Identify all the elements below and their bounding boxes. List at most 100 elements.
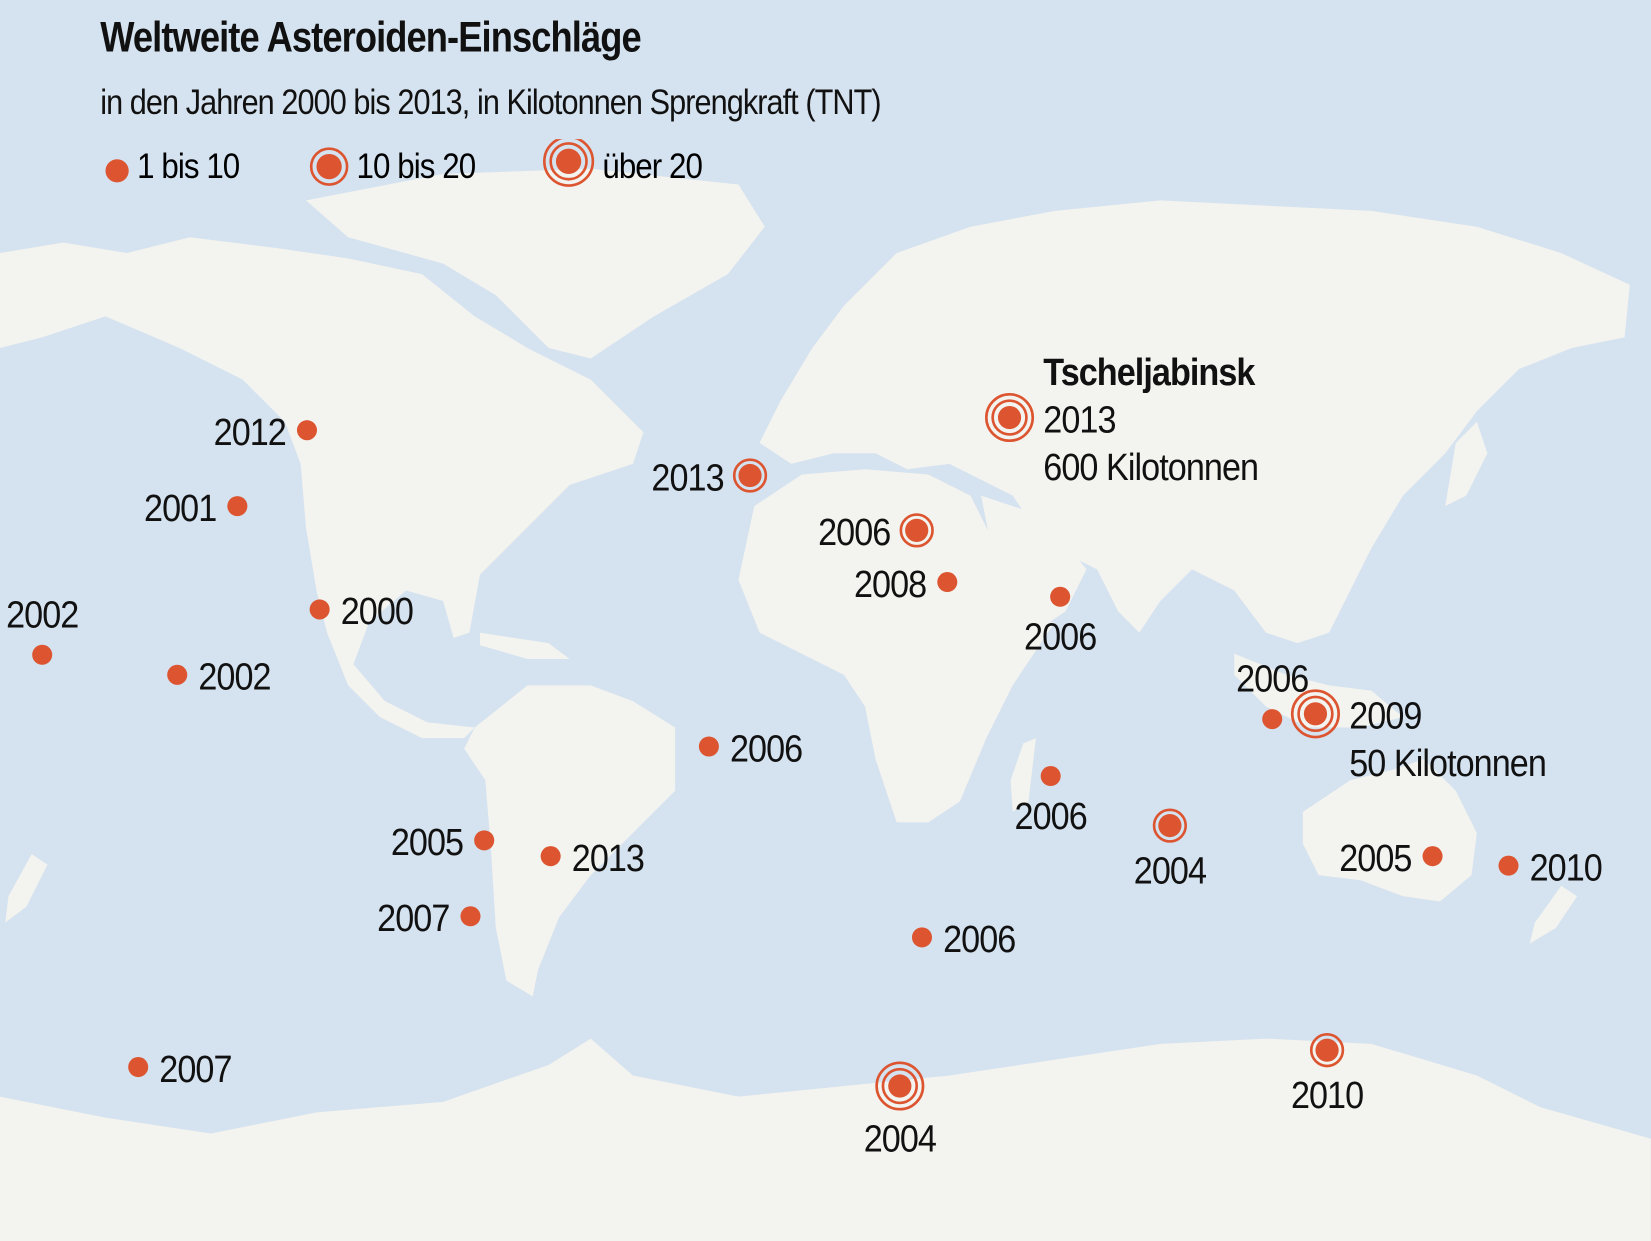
marker-year-label: 2010 xyxy=(1290,1073,1364,1117)
small-impact-icon xyxy=(105,159,129,183)
marker-year-label: 2002 xyxy=(6,592,79,636)
marker-year-label: 2006 xyxy=(1236,656,1309,701)
marker-year-label: 2013 xyxy=(571,836,645,880)
impact-marker-large xyxy=(1290,689,1340,739)
north-america xyxy=(0,237,644,739)
legend-label: 1 bis 10 xyxy=(137,146,240,186)
impact-marker-small xyxy=(540,846,561,867)
legend-label: 10 bis 20 xyxy=(356,146,477,186)
impact-dot xyxy=(1040,766,1061,787)
impact-dot xyxy=(1422,846,1443,867)
marker-year-label: 2012 xyxy=(213,410,287,454)
impact-ring xyxy=(899,513,934,548)
impact-ring xyxy=(991,399,1028,436)
impact-marker-large xyxy=(985,393,1035,443)
impact-ring xyxy=(1309,1033,1345,1068)
marker-year-label: 2006 xyxy=(943,917,1016,961)
large-impact-icon xyxy=(543,139,595,187)
impact-marker-small xyxy=(474,830,495,851)
impact-dot xyxy=(227,496,248,517)
impact-ring xyxy=(1152,808,1188,843)
map-title: Weltweite Asteroiden-Einschläge xyxy=(100,14,641,62)
impact-marker-small xyxy=(32,644,53,665)
impact-ring xyxy=(1290,689,1340,739)
impact-marker-large xyxy=(875,1061,925,1111)
marker-year-label: 2006 xyxy=(729,726,803,770)
marker-year-label: 2013 xyxy=(651,455,724,499)
legend-item-large: über 20 xyxy=(541,139,713,188)
impact-dot xyxy=(32,644,53,665)
marker-year-label: 2009 xyxy=(1349,693,1422,738)
marker-note-label: 600 Kilotonnen xyxy=(1043,444,1259,489)
new-zealand xyxy=(1529,885,1578,944)
impact-ring xyxy=(732,458,768,493)
impact-dot xyxy=(1315,1038,1339,1062)
impact-dot xyxy=(1262,709,1283,730)
marker-year-label: 2006 xyxy=(818,510,891,554)
impact-ring xyxy=(881,1067,919,1105)
impact-dot xyxy=(698,736,719,757)
impact-ring xyxy=(1297,695,1334,733)
impact-marker-small xyxy=(128,1057,149,1078)
impact-marker-small xyxy=(167,664,188,685)
marker-year-label: 2002 xyxy=(198,654,271,699)
marker-year-label: 2007 xyxy=(159,1047,232,1091)
impact-dot xyxy=(460,906,481,927)
legend-item-medium: 10 bis 20 xyxy=(308,146,488,188)
impact-marker-small xyxy=(698,736,719,757)
marker-year-label: 2005 xyxy=(390,820,464,864)
marker-year-label: 2013 xyxy=(1043,397,1116,441)
impact-dot xyxy=(167,664,188,685)
antarctica xyxy=(0,1038,1651,1241)
impact-dot xyxy=(905,518,929,542)
africa xyxy=(738,469,1055,823)
marker-year-label: 2000 xyxy=(340,589,414,633)
marker-year-label: 2005 xyxy=(1339,836,1412,880)
impact-marker-small xyxy=(1498,855,1519,876)
marker-year-label: 2004 xyxy=(1133,848,1207,893)
impact-marker-small xyxy=(309,599,330,620)
medium-impact-icon xyxy=(309,147,349,186)
madagascar xyxy=(1010,738,1036,812)
caribbean xyxy=(479,632,570,659)
impact-dot xyxy=(1498,855,1519,876)
impact-marker-medium xyxy=(732,458,768,493)
impact-dot xyxy=(738,463,762,488)
impact-marker-small xyxy=(937,572,958,593)
impact-ring xyxy=(875,1061,925,1111)
legend-label: über 20 xyxy=(602,146,703,186)
impact-dot xyxy=(296,420,317,441)
landmasses xyxy=(0,168,1651,1241)
impact-marker-medium xyxy=(899,513,934,548)
marker-year-label: 2007 xyxy=(377,896,450,940)
marker-year-label: 2010 xyxy=(1529,845,1603,889)
marker-year-label: 2008 xyxy=(853,561,927,606)
impact-dot xyxy=(1158,813,1182,838)
impact-marker-small xyxy=(1422,846,1443,867)
impact-dot xyxy=(309,599,330,620)
south-america xyxy=(464,685,676,997)
impact-marker-small xyxy=(1040,766,1061,787)
impact-marker-small xyxy=(911,927,933,948)
impact-dot xyxy=(888,1074,912,1098)
impact-dot xyxy=(474,830,495,851)
impact-dot xyxy=(540,846,561,867)
eurasia xyxy=(759,200,1630,644)
marker-year-label: 2006 xyxy=(1014,793,1088,838)
marker-note-label: 50 Kilotonnen xyxy=(1349,741,1547,785)
impact-marker-medium xyxy=(1309,1033,1345,1068)
map-subtitle: in den Jahren 2000 bis 2013, in Kilotonn… xyxy=(100,82,881,122)
marker-year-label: 2001 xyxy=(144,486,217,530)
impact-marker-small xyxy=(1050,586,1071,607)
impact-dot xyxy=(1050,586,1071,607)
legend-item-small: 1 bis 10 xyxy=(103,146,250,188)
greenland xyxy=(305,168,765,359)
impact-marker-small xyxy=(1262,709,1283,730)
impact-dot xyxy=(1303,702,1328,726)
impact-dot xyxy=(911,927,933,948)
impact-marker-medium xyxy=(1152,808,1188,843)
impact-dot xyxy=(937,572,958,593)
marker-year-label: 2004 xyxy=(863,1116,937,1160)
